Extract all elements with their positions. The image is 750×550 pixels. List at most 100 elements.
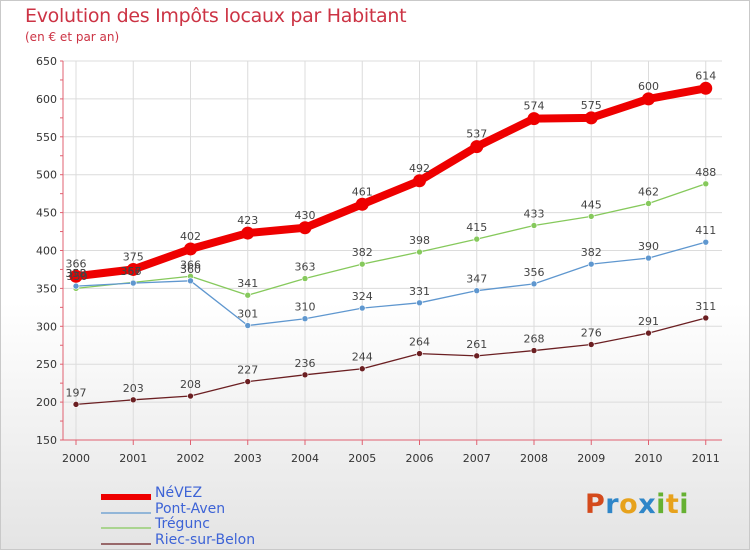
y-tick-label: 250 <box>36 358 57 371</box>
data-label: 363 <box>295 261 316 274</box>
data-label: 197 <box>66 386 87 399</box>
data-point <box>244 322 252 329</box>
data-point <box>355 197 369 211</box>
x-tick-label: 2004 <box>291 452 319 465</box>
data-point <box>530 347 538 354</box>
logo-letter: i <box>679 489 690 520</box>
legend-label-nevez: NéVEZ <box>155 485 203 501</box>
data-label-overlap: 358 <box>66 267 87 280</box>
y-tick-label: 200 <box>36 396 57 409</box>
y-tick-label: 600 <box>36 93 57 106</box>
data-point <box>187 277 194 285</box>
data-label: 208 <box>180 378 201 391</box>
data-point <box>301 371 309 379</box>
data-point <box>69 269 83 283</box>
data-label: 366 <box>180 258 201 271</box>
logo-letter: o <box>619 489 639 520</box>
logo-letter: x <box>638 489 657 520</box>
data-point <box>187 392 194 400</box>
data-label: 411 <box>695 224 716 237</box>
data-point <box>244 378 252 385</box>
data-point <box>530 222 538 229</box>
data-point <box>473 287 481 294</box>
series-line-tregunc <box>75 183 707 296</box>
data-label: 537 <box>466 128 487 141</box>
data-label: 291 <box>638 315 659 328</box>
data-label: 461 <box>352 185 373 198</box>
x-tick-label: 2010 <box>635 452 663 465</box>
data-point <box>301 315 309 323</box>
data-label: 382 <box>581 246 602 259</box>
data-point <box>470 140 484 154</box>
data-label: 244 <box>352 351 373 364</box>
data-label: 430 <box>295 209 316 222</box>
proxiti-logo: Proxiti <box>585 489 689 520</box>
data-label: 203 <box>123 382 144 395</box>
data-point <box>416 350 423 357</box>
x-tick-label: 2009 <box>577 452 605 465</box>
data-label: 331 <box>409 285 430 298</box>
data-label: 360 <box>180 263 201 276</box>
data-label: 261 <box>466 338 487 351</box>
legend-label-riec-sur-belon: Riec-sur-Belon <box>155 532 256 548</box>
data-point <box>473 235 481 243</box>
data-point <box>587 341 595 348</box>
data-point <box>702 314 710 322</box>
data-point <box>184 242 197 256</box>
x-tick-label: 2008 <box>520 452 548 465</box>
data-label: 488 <box>695 166 716 179</box>
data-label-overlap: 353 <box>66 267 87 280</box>
y-tick-label: 650 <box>36 55 57 68</box>
data-label-overlap: 350 <box>67 270 88 283</box>
data-point <box>416 248 423 256</box>
data-point <box>416 299 423 307</box>
x-tick-label: 2007 <box>463 452 491 465</box>
data-point <box>72 282 80 290</box>
data-label: 492 <box>409 162 430 175</box>
data-label: 575 <box>581 99 602 112</box>
data-label: 347 <box>466 273 487 286</box>
data-point <box>587 213 595 220</box>
x-tick-label: 2002 <box>177 452 205 465</box>
data-label: 301 <box>237 308 258 321</box>
legend-label-tregunc: Trégunc <box>155 516 210 532</box>
data-point <box>645 200 652 207</box>
data-label: 375 <box>123 250 144 263</box>
logo-letter: i <box>656 489 666 520</box>
data-label: 382 <box>352 246 373 259</box>
x-tick-label: 2000 <box>62 452 90 465</box>
data-point <box>358 304 366 312</box>
y-tick-label: 550 <box>36 131 57 144</box>
data-label: 227 <box>237 364 258 377</box>
data-label: 236 <box>295 357 316 370</box>
data-label: 402 <box>180 230 201 243</box>
data-label: 356 <box>524 266 545 279</box>
data-point <box>129 279 137 287</box>
data-label: 311 <box>695 300 716 313</box>
logo-letter: r <box>605 489 620 520</box>
data-label: 264 <box>409 336 430 349</box>
data-point <box>358 260 366 268</box>
data-label: 614 <box>695 69 716 82</box>
data-point <box>584 111 598 125</box>
data-label: 433 <box>524 207 545 220</box>
data-point <box>587 260 595 268</box>
x-tick-label: 2005 <box>348 452 376 465</box>
data-point <box>527 112 541 126</box>
y-tick-label: 150 <box>36 434 57 447</box>
data-point <box>72 401 80 408</box>
data-point <box>702 180 710 188</box>
series-line-pont-aven <box>75 241 707 327</box>
x-tick-label: 2003 <box>234 452 262 465</box>
data-point <box>126 262 140 276</box>
data-label: 462 <box>638 186 659 199</box>
y-tick-label: 500 <box>36 169 57 182</box>
x-tick-label: 2011 <box>692 452 720 465</box>
data-label: 445 <box>581 198 602 211</box>
chart-title: Evolution des Impôts locaux par Habitant <box>25 5 407 27</box>
data-point <box>699 81 713 95</box>
data-point <box>241 226 255 240</box>
series-line-nevez <box>72 84 710 281</box>
